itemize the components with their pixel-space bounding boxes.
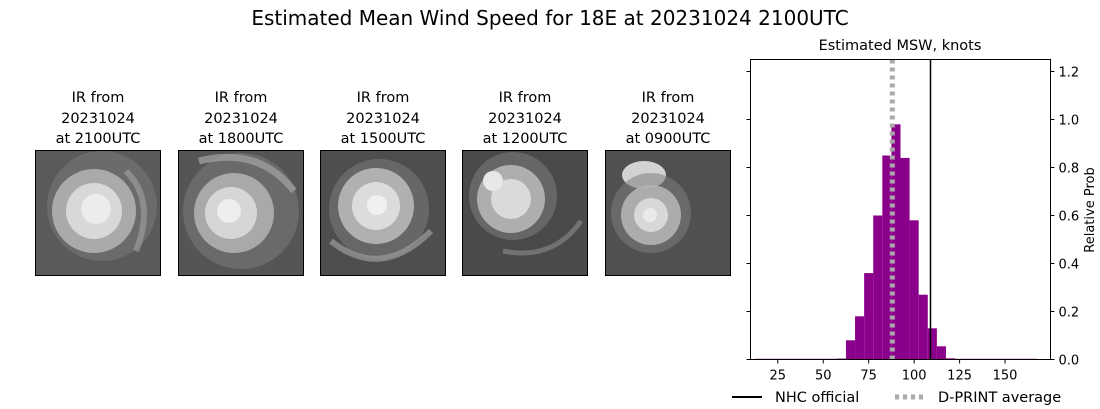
ir-satellite-image: [605, 150, 731, 276]
ir-caption-line: IR from: [641, 90, 695, 106]
y-axis-label: Relative Prob: [1083, 167, 1098, 252]
ir-caption-line: IR from: [214, 90, 268, 106]
histogram-bar: [900, 157, 910, 360]
ir-caption-date: 20231024: [631, 110, 705, 127]
histogram-bar: [927, 328, 937, 360]
ir-caption-time: at 1500UTC: [340, 131, 426, 147]
ir-satellite-image: [35, 150, 161, 276]
y-tick-label: 1.0: [1059, 114, 1080, 129]
histogram-bar: [936, 346, 946, 360]
histogram-bar: [891, 124, 901, 360]
ir-caption-date: 20231024: [346, 110, 420, 127]
y-tick-label: 0.6: [1059, 210, 1080, 225]
ir-panel: IR from 20231024 at 1800UTC: [178, 88, 304, 276]
legend-dprint-label: D-PRINT average: [938, 390, 1061, 406]
x-tick-label: 75: [860, 369, 877, 384]
x-tick-label: 100: [902, 369, 927, 384]
ir-panel: IR from 20231024 at 1500UTC: [320, 88, 446, 276]
legend: NHC official D-PRINT average: [732, 390, 1061, 406]
ir-satellite-image: [462, 150, 588, 276]
histogram-bar: [873, 215, 883, 360]
y-tick-label: 0.0: [1059, 354, 1080, 369]
x-axis: 25 50 75 100 125 150: [769, 359, 1018, 384]
y-axis: 0.0 0.2 0.4 0.6 0.8 1.0 1.2: [746, 66, 1080, 369]
x-tick-label: 125: [947, 369, 972, 384]
chart-title: Estimated MSW, knots: [819, 38, 982, 54]
histogram-bar: [882, 155, 892, 360]
plot-frame: [750, 59, 1051, 360]
histogram-bar: [918, 294, 928, 360]
histogram-bar: [909, 220, 919, 360]
ir-caption-date: 20231024: [488, 110, 562, 127]
y-tick-label: 0.4: [1059, 258, 1080, 273]
ir-satellite-image: [178, 150, 304, 276]
ir-caption: IR from 20231024 at 1800UTC: [178, 88, 304, 150]
legend-nhc-label: NHC official: [775, 390, 859, 406]
ir-caption-time: at 0900UTC: [625, 131, 711, 147]
y-tick-label: 1.2: [1059, 66, 1080, 81]
ir-panel: IR from 20231024 at 0900UTC: [605, 88, 731, 276]
histogram-bars: [755, 124, 1037, 360]
reference-lines: [889, 59, 932, 360]
histogram-bar: [845, 340, 856, 360]
ir-caption-line: IR from: [356, 90, 410, 106]
ir-caption-time: at 2100UTC: [55, 131, 141, 147]
ir-caption-date: 20231024: [204, 110, 278, 127]
page-title: Estimated Mean Wind Speed for 18E at 202…: [251, 6, 849, 30]
ir-caption: IR from 20231024 at 1500UTC: [320, 88, 446, 150]
ir-satellite-image: [320, 150, 446, 276]
ir-caption-line: IR from: [71, 90, 125, 106]
histogram-bar: [864, 273, 874, 360]
histogram-bar: [855, 316, 865, 360]
x-tick-label: 25: [769, 369, 786, 384]
ir-caption: IR from 20231024 at 2100UTC: [35, 88, 161, 150]
x-tick-label: 50: [815, 369, 832, 384]
ir-caption-time: at 1800UTC: [198, 131, 284, 147]
ir-caption-line: IR from: [498, 90, 552, 106]
ir-caption: IR from 20231024 at 1200UTC: [462, 88, 588, 150]
y-tick-label: 0.8: [1059, 162, 1080, 177]
ir-caption: IR from 20231024 at 0900UTC: [605, 88, 731, 150]
ir-caption-time: at 1200UTC: [482, 131, 568, 147]
x-tick-label: 150: [993, 369, 1018, 384]
ir-panel: IR from 20231024 at 2100UTC: [35, 88, 161, 276]
histogram-bar: [945, 358, 956, 360]
ir-panel: IR from 20231024 at 1200UTC: [462, 88, 588, 276]
y-tick-label: 0.2: [1059, 306, 1080, 321]
ir-caption-date: 20231024: [61, 110, 135, 127]
